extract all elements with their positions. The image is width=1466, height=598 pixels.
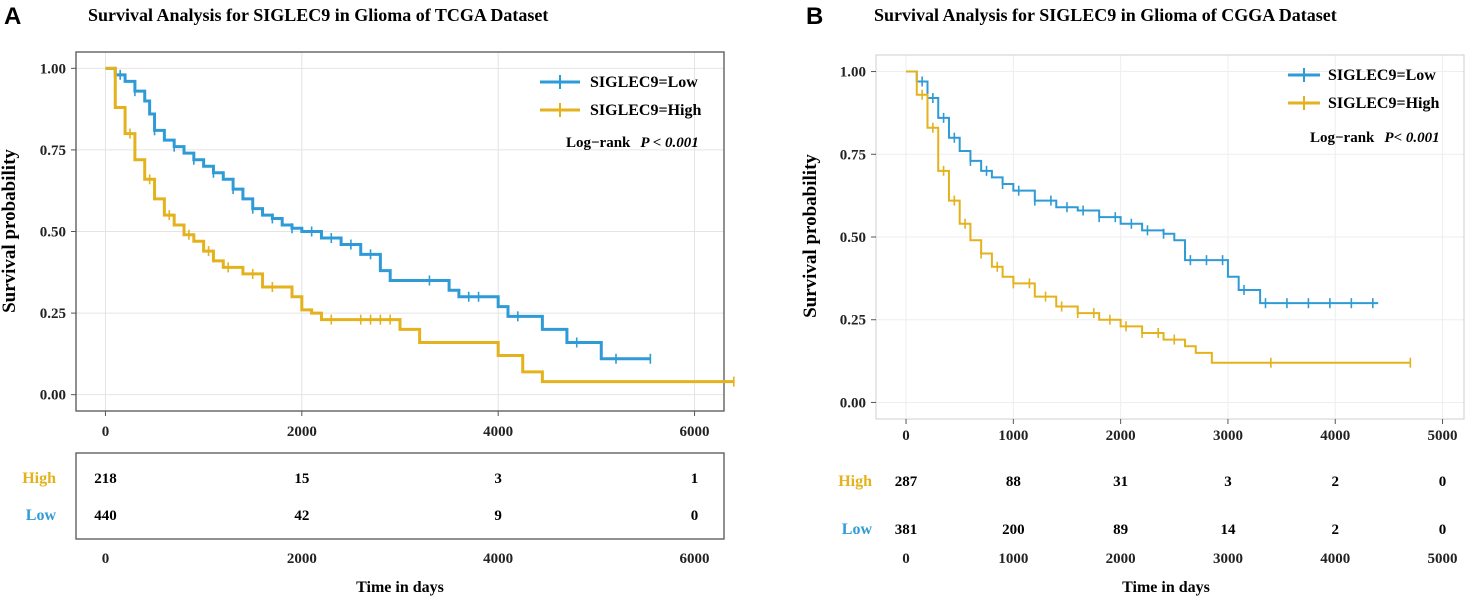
risk-x-tick-label: 3000 — [1213, 551, 1243, 567]
y-tick-label: 0.50 — [40, 225, 66, 241]
panel-a-risk-frame — [75, 452, 725, 540]
x-tick-label: 2000 — [287, 424, 317, 440]
risk-row-label-high: High — [22, 470, 56, 487]
risk-count: 200 — [1002, 522, 1025, 538]
risk-row-label-low: Low — [26, 507, 57, 524]
panel-a-legend-high-key — [540, 103, 580, 117]
risk-count: 0 — [1439, 474, 1447, 490]
y-tick-label: 0.50 — [840, 230, 866, 246]
panel-a-title: Survival Analysis for SIGLEC9 in Glioma … — [88, 5, 548, 25]
panel-a-logrank-label: Log−rank — [566, 135, 631, 151]
risk-x-tick-label: 2000 — [1106, 551, 1136, 567]
risk-x-tick-label: 1000 — [998, 551, 1028, 567]
panel-b-logrank: Log−rank P< 0.001 — [1310, 130, 1440, 146]
risk-count: 89 — [1113, 522, 1128, 538]
risk-count: 287 — [895, 474, 918, 490]
panel-b-legend-low-label: SIGLEC9=Low — [1328, 67, 1436, 84]
risk-x-tick-label: 6000 — [680, 551, 710, 567]
risk-count: 2 — [1331, 522, 1339, 538]
panel-a-legend-high-label: SIGLEC9=High — [590, 102, 701, 119]
risk-count: 2 — [1331, 474, 1339, 490]
x-tick-label: 4000 — [1320, 428, 1350, 444]
panel-a-p-value: P < 0.001 — [640, 135, 698, 151]
panel-b-grid — [876, 55, 1464, 419]
x-tick-label: 0 — [102, 424, 110, 440]
risk-count: 0 — [1439, 522, 1447, 538]
x-tick-label: 5000 — [1428, 428, 1458, 444]
risk-x-tick-label: 2000 — [287, 551, 317, 567]
x-tick-label: 1000 — [998, 428, 1028, 444]
x-tick-label: 3000 — [1213, 428, 1243, 444]
panel-a-legend-low-label: SIGLEC9=Low — [590, 74, 698, 91]
risk-x-tick-label: 4000 — [483, 551, 513, 567]
panel-a-series-layer — [105, 66, 735, 387]
panel-b: B Survival Analysis for SIGLEC9 in Gliom… — [800, 3, 1465, 596]
risk-x-tick-label: 4000 — [1320, 551, 1350, 567]
panel-b-legend-low-key — [1288, 68, 1320, 82]
risk-count: 31 — [1113, 474, 1128, 490]
panel-a-letter: A — [4, 3, 21, 30]
risk-count: 3 — [494, 471, 502, 487]
y-tick-label: 1.00 — [840, 65, 866, 81]
panel-a-legend-low-key — [540, 75, 580, 89]
risk-count: 14 — [1220, 522, 1236, 538]
panel-a-legend: SIGLEC9=Low SIGLEC9=High Log−rank P < 0.0… — [540, 74, 701, 151]
y-tick-label: 0.00 — [40, 388, 66, 404]
risk-count: 3 — [1224, 474, 1232, 490]
panel-a: A Survival Analysis for SIGLEC9 in Gliom… — [0, 3, 735, 596]
panel-a-y-axis-label: Survival probability — [0, 149, 20, 313]
y-tick-label: 0.00 — [840, 395, 866, 411]
x-tick-label: 0 — [902, 428, 910, 444]
risk-count: 42 — [294, 508, 309, 524]
x-tick-label: 4000 — [483, 424, 513, 440]
panel-a-x-axis-label: Time in days — [356, 579, 444, 596]
survival-curve-low — [105, 66, 651, 361]
y-tick-label: 0.75 — [40, 143, 66, 159]
risk-count: 9 — [494, 508, 502, 524]
survival-curve-high — [105, 66, 734, 384]
x-tick-label: 2000 — [1106, 428, 1136, 444]
panel-b-y-axis-label: Survival probability — [800, 154, 821, 318]
panel-b-title: Survival Analysis for SIGLEC9 in Glioma … — [874, 5, 1337, 25]
panel-b-series-layer — [906, 70, 1412, 368]
panel-b-legend-high-key — [1288, 96, 1320, 110]
survival-curve-high — [906, 70, 1411, 364]
panel-b-legend: SIGLEC9=Low SIGLEC9=High Log−rank P< 0.00… — [1288, 67, 1440, 146]
panel-b-legend-high-label: SIGLEC9=High — [1328, 95, 1439, 112]
risk-x-tick-label: 0 — [102, 551, 110, 567]
risk-row-label-high: High — [838, 473, 872, 490]
risk-count: 1 — [691, 471, 699, 487]
panel-b-x-axis-label: Time in days — [1122, 579, 1210, 596]
panel-b-p-value: P< 0.001 — [1384, 130, 1439, 146]
risk-count: 218 — [94, 471, 117, 487]
risk-count: 0 — [691, 508, 699, 524]
panel-a-ticks: 0 2000 4000 6000 0.00 0.25 0.50 0.75 1.00 — [40, 61, 710, 440]
risk-count: 381 — [895, 522, 918, 538]
panel-b-letter: B — [806, 3, 823, 30]
risk-count: 88 — [1006, 474, 1021, 490]
x-tick-label: 6000 — [680, 424, 710, 440]
survival-curve-low — [906, 70, 1379, 305]
panel-b-ticks: 0 1000 2000 3000 4000 5000 0.00 0.25 0.50 0.75 1.0… — [840, 65, 1458, 444]
y-tick-label: 0.75 — [840, 147, 866, 163]
risk-count: 440 — [94, 508, 117, 524]
risk-x-tick-label: 5000 — [1428, 551, 1458, 567]
risk-x-tick-label: 0 — [902, 551, 910, 567]
panel-b-logrank-label: Log−rank — [1310, 130, 1375, 146]
y-tick-label: 0.25 — [40, 306, 66, 322]
y-tick-label: 1.00 — [40, 61, 66, 77]
panel-a-logrank: Log−rank P < 0.001 — [566, 135, 699, 151]
panel-a-risk-table: High 218 15 3 1 Low 440 42 9 0 0 2000 4000 6000 — [22, 470, 709, 567]
y-tick-label: 0.25 — [840, 313, 866, 329]
risk-row-label-low: Low — [842, 521, 873, 538]
risk-count: 15 — [294, 471, 309, 487]
